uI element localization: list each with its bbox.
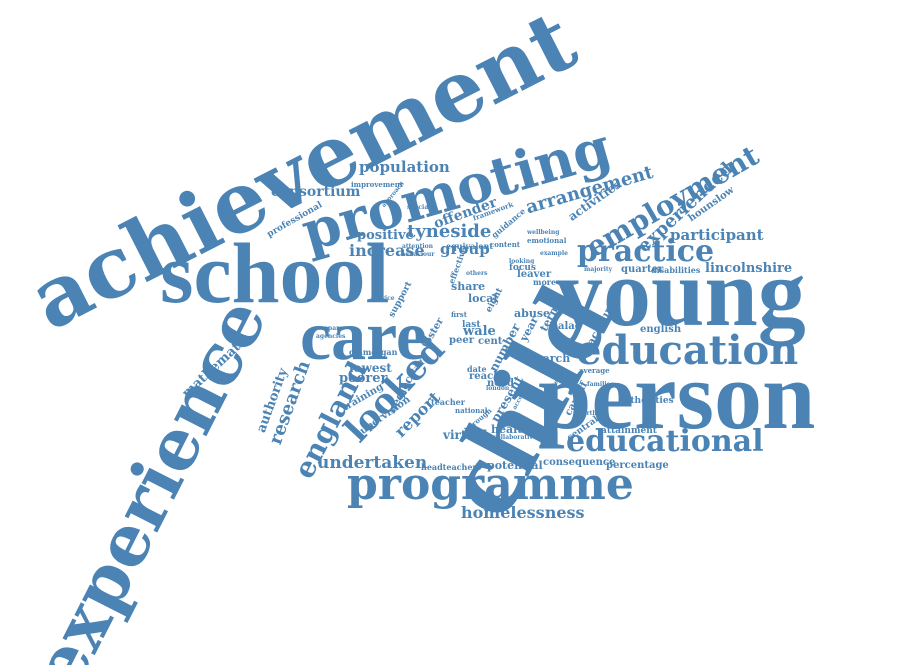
word-consortium: consortium bbox=[271, 184, 361, 200]
word-special: special bbox=[407, 204, 431, 211]
word-glamorgan: glamorgan bbox=[349, 347, 398, 357]
word-reach: reach bbox=[469, 371, 501, 382]
word-march: march bbox=[531, 352, 571, 365]
word-last: last bbox=[462, 320, 481, 330]
word-service: service bbox=[371, 295, 395, 302]
word-education: education bbox=[576, 327, 799, 374]
word-school: school bbox=[160, 225, 390, 321]
word-first: first bbox=[451, 310, 467, 319]
word-attention: attention bbox=[402, 243, 434, 250]
word-programme: programme bbox=[347, 459, 634, 510]
word-emotional: emotional bbox=[527, 236, 567, 245]
word-majority: majority bbox=[584, 266, 613, 273]
word-virtual: virtual bbox=[443, 428, 488, 442]
word-sixty: sixty bbox=[505, 346, 529, 356]
word-wellbeing: wellbeing bbox=[527, 229, 560, 236]
word-average: average bbox=[579, 366, 610, 375]
word-group: group bbox=[440, 240, 490, 258]
word-disabilities: disabilities bbox=[651, 265, 701, 275]
word-london: london bbox=[486, 385, 510, 392]
word-equivalent: equivalent bbox=[446, 241, 494, 251]
word-homelessness: homelessness bbox=[461, 503, 585, 522]
word-improvement: improvement bbox=[351, 180, 404, 189]
word-headteachers: headteachers bbox=[421, 462, 482, 472]
word-tyneside: tyneside bbox=[407, 221, 492, 242]
word-lincolnshire: lincolnshire bbox=[705, 261, 793, 276]
word-cent: cent bbox=[478, 336, 503, 347]
word-teacher: teacher bbox=[431, 397, 465, 407]
word-birthday: birthday bbox=[580, 410, 609, 417]
word-leaver: leaver bbox=[517, 269, 552, 280]
word-behaviour: behaviour bbox=[401, 251, 435, 258]
word-compare: compare bbox=[314, 325, 344, 332]
word-content: content bbox=[490, 240, 521, 249]
word-palac: palac bbox=[551, 321, 581, 332]
word-local: local bbox=[468, 292, 498, 305]
word-need: need bbox=[487, 378, 514, 389]
word-increase: increase bbox=[349, 241, 425, 260]
word-positive: positive bbox=[357, 228, 414, 243]
word-looking: looking bbox=[509, 258, 535, 265]
word-english: english bbox=[640, 324, 682, 335]
word-wale: wale bbox=[463, 324, 496, 339]
word-participant: participant bbox=[670, 226, 764, 244]
word-consequence: consequence bbox=[543, 457, 616, 468]
word-undertaken: undertaken bbox=[317, 453, 428, 473]
word-national: national bbox=[455, 406, 488, 415]
word-care: care bbox=[300, 298, 427, 375]
word-educational: educational bbox=[566, 424, 764, 459]
word-example: example bbox=[540, 250, 568, 257]
word-person: person bbox=[538, 342, 816, 449]
word-share: share bbox=[451, 280, 486, 293]
word-quarter: quarter bbox=[621, 264, 664, 275]
word-focus: focus bbox=[509, 263, 536, 273]
word-abuse: abuse bbox=[514, 307, 551, 320]
word-attainment: attainment bbox=[601, 426, 657, 436]
word-lowest: lowest bbox=[349, 361, 392, 375]
word-date: date bbox=[467, 364, 487, 374]
word-more: more bbox=[533, 277, 557, 287]
word-health: health bbox=[491, 423, 531, 436]
word-families: families bbox=[587, 381, 614, 388]
word-collaborative: collaborative bbox=[493, 434, 537, 441]
word-young: young bbox=[555, 239, 806, 346]
word-potential: potential bbox=[487, 459, 543, 472]
word-eight: eight bbox=[484, 286, 506, 315]
word-population: population bbox=[359, 158, 450, 176]
word-peer: peer bbox=[449, 335, 474, 346]
word-practice: practice bbox=[577, 234, 715, 269]
word-authorities: authorities bbox=[618, 396, 674, 406]
word-agencies: agencies bbox=[316, 333, 346, 340]
word-others: others bbox=[466, 270, 488, 277]
word-poorer: poorer bbox=[339, 371, 388, 386]
word-percentage: percentage bbox=[606, 460, 669, 471]
